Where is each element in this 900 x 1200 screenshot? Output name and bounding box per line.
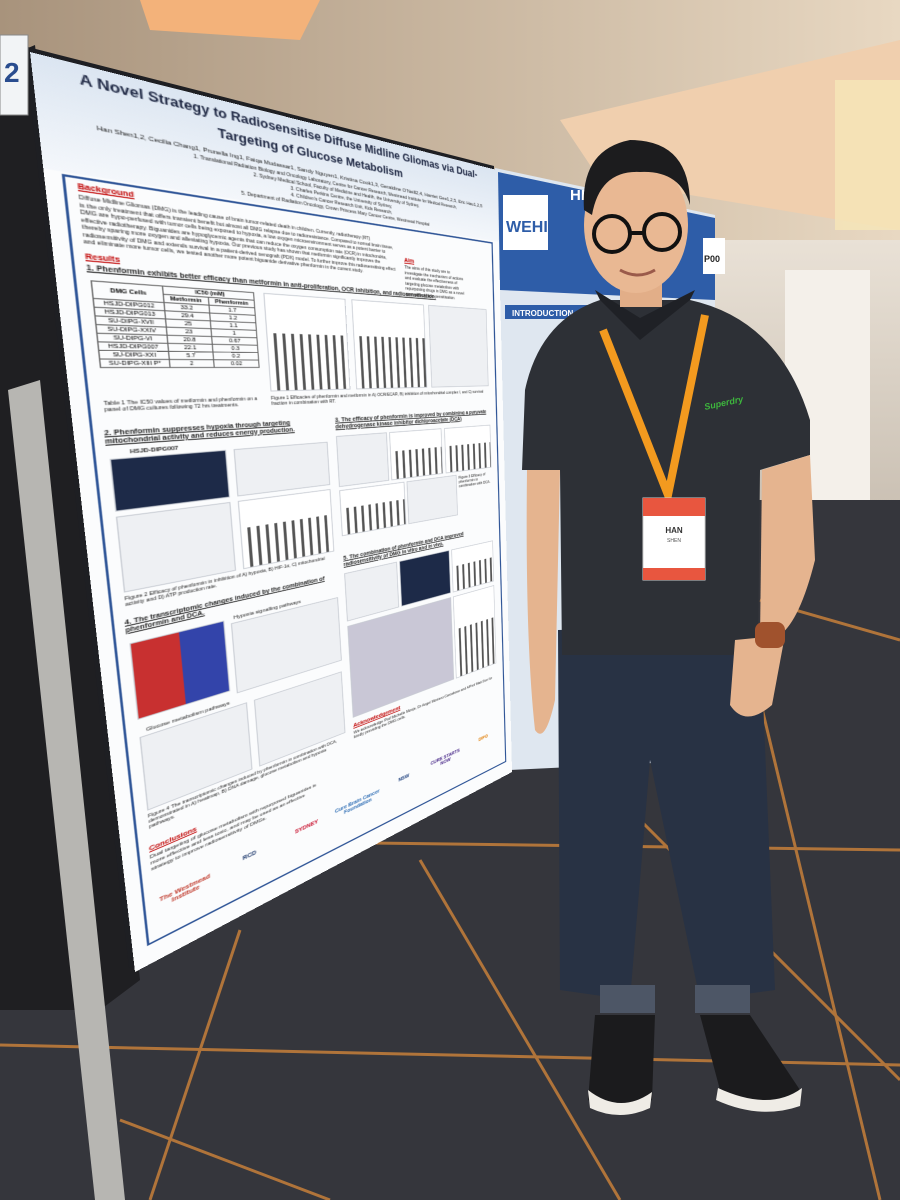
person: HAN SHEN Superdry [522, 140, 815, 1115]
jeans [558, 625, 775, 1000]
table-cell: SU-DIPG-XIII P* [99, 358, 170, 368]
shoe [588, 1015, 655, 1109]
arm [760, 455, 815, 640]
board-stand [8, 380, 125, 1200]
neighbor-heading: INTRODUCTION [512, 309, 574, 318]
jeans-cuff [600, 985, 655, 1013]
board-number-card [703, 238, 725, 274]
board-number: P00 [704, 254, 720, 264]
figure-panel [452, 585, 497, 679]
glasses [592, 212, 682, 254]
panel-number-card [0, 34, 29, 116]
figure-panel [389, 428, 444, 481]
neighbor-logo-box [503, 195, 548, 250]
shoe [700, 1015, 800, 1103]
table-cell: 0.02 [213, 359, 260, 368]
figure-panel [444, 424, 492, 474]
badge-footer [643, 568, 705, 580]
shoe-sole [588, 1090, 652, 1115]
badge-name: HAN [665, 526, 683, 535]
figure-panel [335, 432, 390, 488]
lanyard [599, 314, 709, 509]
chandelier [835, 80, 900, 230]
face [584, 157, 688, 293]
arm [525, 470, 560, 734]
polo-shirt [522, 300, 810, 655]
table-row: SU-DIPG-XIII P* 2 0.02 [99, 358, 260, 368]
smile [619, 268, 656, 277]
neighbor-logo: WEHI [506, 219, 548, 236]
badge-surname: SHEN [667, 538, 681, 544]
collar [595, 290, 695, 340]
watch [755, 622, 785, 648]
panel-number: 2 [4, 57, 20, 88]
shoe-sole [716, 1088, 802, 1112]
poster-board [0, 45, 140, 1010]
figure-panel [428, 304, 489, 388]
hair [583, 140, 690, 215]
figure-panel [263, 292, 351, 392]
hand [730, 635, 785, 717]
table-cell: 2 [168, 359, 214, 368]
jeans-cuff [695, 985, 750, 1013]
ceiling-light [140, 0, 320, 40]
ic50-table: DMG Cells IC50 (mM) Metformin Phenformin HSJ… [90, 280, 260, 368]
badge-header [643, 498, 705, 516]
figure-panel [351, 299, 428, 390]
aim-heading: Aim [404, 257, 415, 265]
